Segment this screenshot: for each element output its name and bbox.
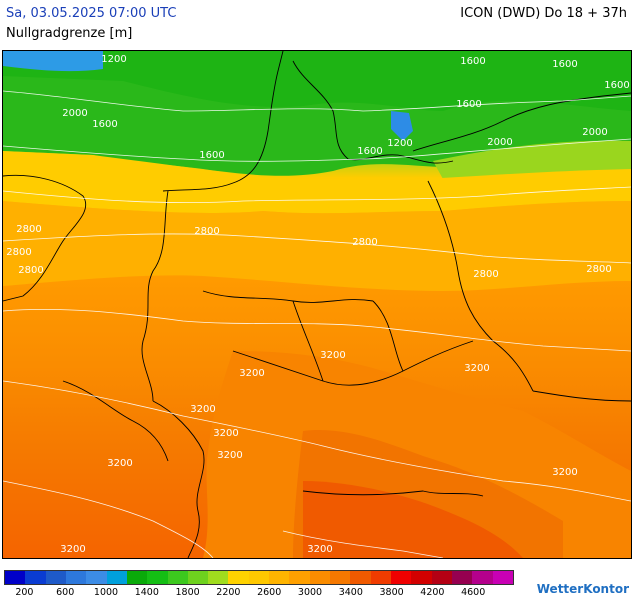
contour-label: 3200 [213,428,238,439]
legend-tick: 4600 [461,587,486,598]
contour-label: 1600 [92,119,117,130]
blue-patch-north [3,51,103,72]
legend-swatch [451,571,473,584]
yellow-zone [3,151,631,214]
contour-label: 2000 [582,127,607,138]
coastlines-borders [3,51,631,558]
legend-swatch [390,571,412,584]
legend-swatch [472,571,493,584]
contour-label: 3200 [190,404,215,415]
contour-label: 3200 [307,544,332,555]
legend-swatch [289,571,310,584]
contour-labels: 1200 1600 1600 1600 1600 2000 1600 2000 1200 2000… [6,54,629,555]
contour-label: 1600 [357,146,382,157]
legend-tick: 2600 [257,587,282,598]
legend-swatch [5,571,26,584]
legend-swatch [187,571,209,584]
legend-swatch [248,571,270,584]
contour-label: 1200 [101,54,126,65]
green-zone-dark [3,51,631,111]
legend-tick: 200 [15,587,34,598]
blue-patch-baltic [391,111,413,141]
legend-swatch [147,571,168,584]
legend-swatch [106,571,127,584]
legend-swatch [228,571,249,584]
legend-tick: 1400 [134,587,159,598]
wetterkontor-logo: WetterKontor [536,582,629,596]
legend-tick: 3800 [379,587,404,598]
contour-label: 3200 [320,350,345,361]
legend-tick: 3000 [297,587,323,598]
freezing-level-map: 1200 1600 1600 1600 1600 2000 1600 2000 1200 2000… [2,50,632,559]
contour-label: 2000 [62,108,87,119]
legend-swatch [65,571,87,584]
forecast-datetime: Sa, 03.05.2025 07:00 UTC [6,6,177,21]
legend-swatch [411,571,432,584]
contour-label: 3200 [217,450,242,461]
legend-swatch [431,571,452,584]
contour-label: 3200 [60,544,85,555]
legend-swatch [86,571,107,584]
contour-label: 2800 [473,269,498,280]
legend-tick: 3400 [338,587,363,598]
model-run-label: ICON (DWD) Do 18 + 37h [460,6,627,21]
legend-tick: 600 [56,587,75,598]
yellowgreen-zone [433,140,631,179]
red-orange-zone [303,481,523,558]
legend-swatch [492,571,513,584]
contour-label: 1600 [456,99,481,110]
legend-tick: 2200 [216,587,241,598]
legend-swatch [45,571,66,584]
legend-swatch [208,571,229,584]
contour-label: 2800 [18,265,43,276]
map-canvas: 1200 1600 1600 1600 1600 2000 1600 2000 1200 2000… [3,51,631,558]
contour-label: 3200 [107,458,132,469]
legend-tick: 1800 [175,587,200,598]
legend-swatch [269,571,290,584]
legend-swatch [370,571,391,584]
lightorange-zone [3,201,631,291]
legend-tick-labels: 200 600 1000 1400 1800 2200 2600 3000 3400 3800 42… [4,587,514,599]
contour-label: 1600 [552,59,577,70]
contour-label: 3200 [464,363,489,374]
contour-label: 2800 [352,237,377,248]
contour-label: 1600 [460,56,485,67]
contour-label: 2800 [16,224,41,235]
contour-label: 1600 [604,80,629,91]
color-scale-legend [4,570,514,585]
contour-label: 2800 [586,264,611,275]
legend-swatch [126,571,148,584]
legend-swatch [330,571,351,584]
legend-swatch [350,571,371,584]
contour-label: 1600 [199,150,224,161]
contour-label: 2000 [487,137,512,148]
legend-swatch [25,571,46,584]
contour-lines [3,90,631,558]
legend-tick: 1000 [93,587,119,598]
contour-label: 3200 [552,467,577,478]
contour-label: 2800 [194,226,219,237]
contour-label: 3200 [239,368,264,379]
legend-tick: 4200 [420,587,445,598]
parameter-title: Nullgradgrenze [m] [6,26,133,41]
legend-swatch [167,571,188,584]
contour-label: 2800 [6,247,31,258]
contour-label: 1200 [387,138,412,149]
legend-swatch [309,571,330,584]
